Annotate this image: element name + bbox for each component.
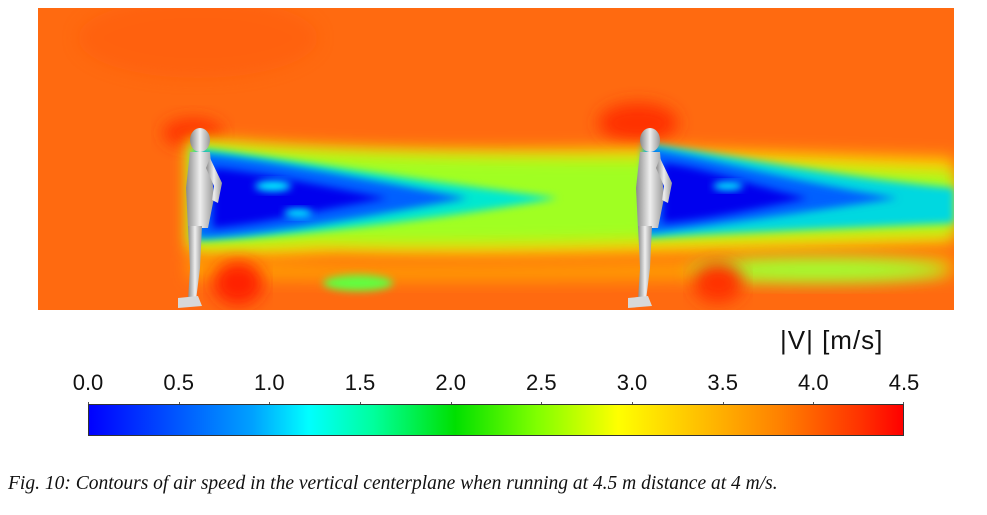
runner-front — [178, 128, 222, 308]
colorbar-tick-label: 0.0 — [72, 370, 104, 395]
lower-shear-layer — [188, 256, 954, 305]
colorbar-title: |V| [m/s] — [780, 325, 884, 355]
colorbar-tick-label: 1.5 — [344, 370, 376, 395]
figure-caption: Fig. 10: Contours of air speed in the ve… — [8, 473, 778, 494]
wake-behind — [643, 143, 954, 238]
colorbar-tick-label: 4.0 — [798, 370, 829, 395]
runner-shoe — [628, 296, 652, 308]
velocity-contour-svg — [38, 8, 954, 310]
runner-head — [640, 128, 660, 152]
runner-leg — [188, 226, 202, 300]
contour-plot — [38, 8, 954, 310]
runner-head — [190, 128, 210, 152]
runner-torso — [186, 152, 214, 228]
colorbar-tick-label: 0.5 — [163, 370, 194, 395]
colorbar-tick-label: 1.0 — [254, 370, 285, 395]
runner-arm — [656, 158, 672, 203]
colorbar — [88, 404, 904, 436]
colorbar-tick-label: 4.5 — [888, 370, 920, 395]
colorbar-tick-label: 2.0 — [435, 370, 466, 395]
runner-shoe — [178, 296, 202, 308]
colorbar-tick-label: 3.5 — [707, 370, 738, 395]
colorbar-tick-label: 3.0 — [616, 370, 648, 395]
stagnation-zone-behind — [598, 103, 678, 143]
colorbar-tick-label: 2.5 — [526, 370, 557, 395]
runner-leg — [638, 226, 652, 300]
runner-arm — [206, 158, 222, 203]
runner-torso — [636, 152, 664, 228]
runner-behind — [628, 128, 672, 308]
